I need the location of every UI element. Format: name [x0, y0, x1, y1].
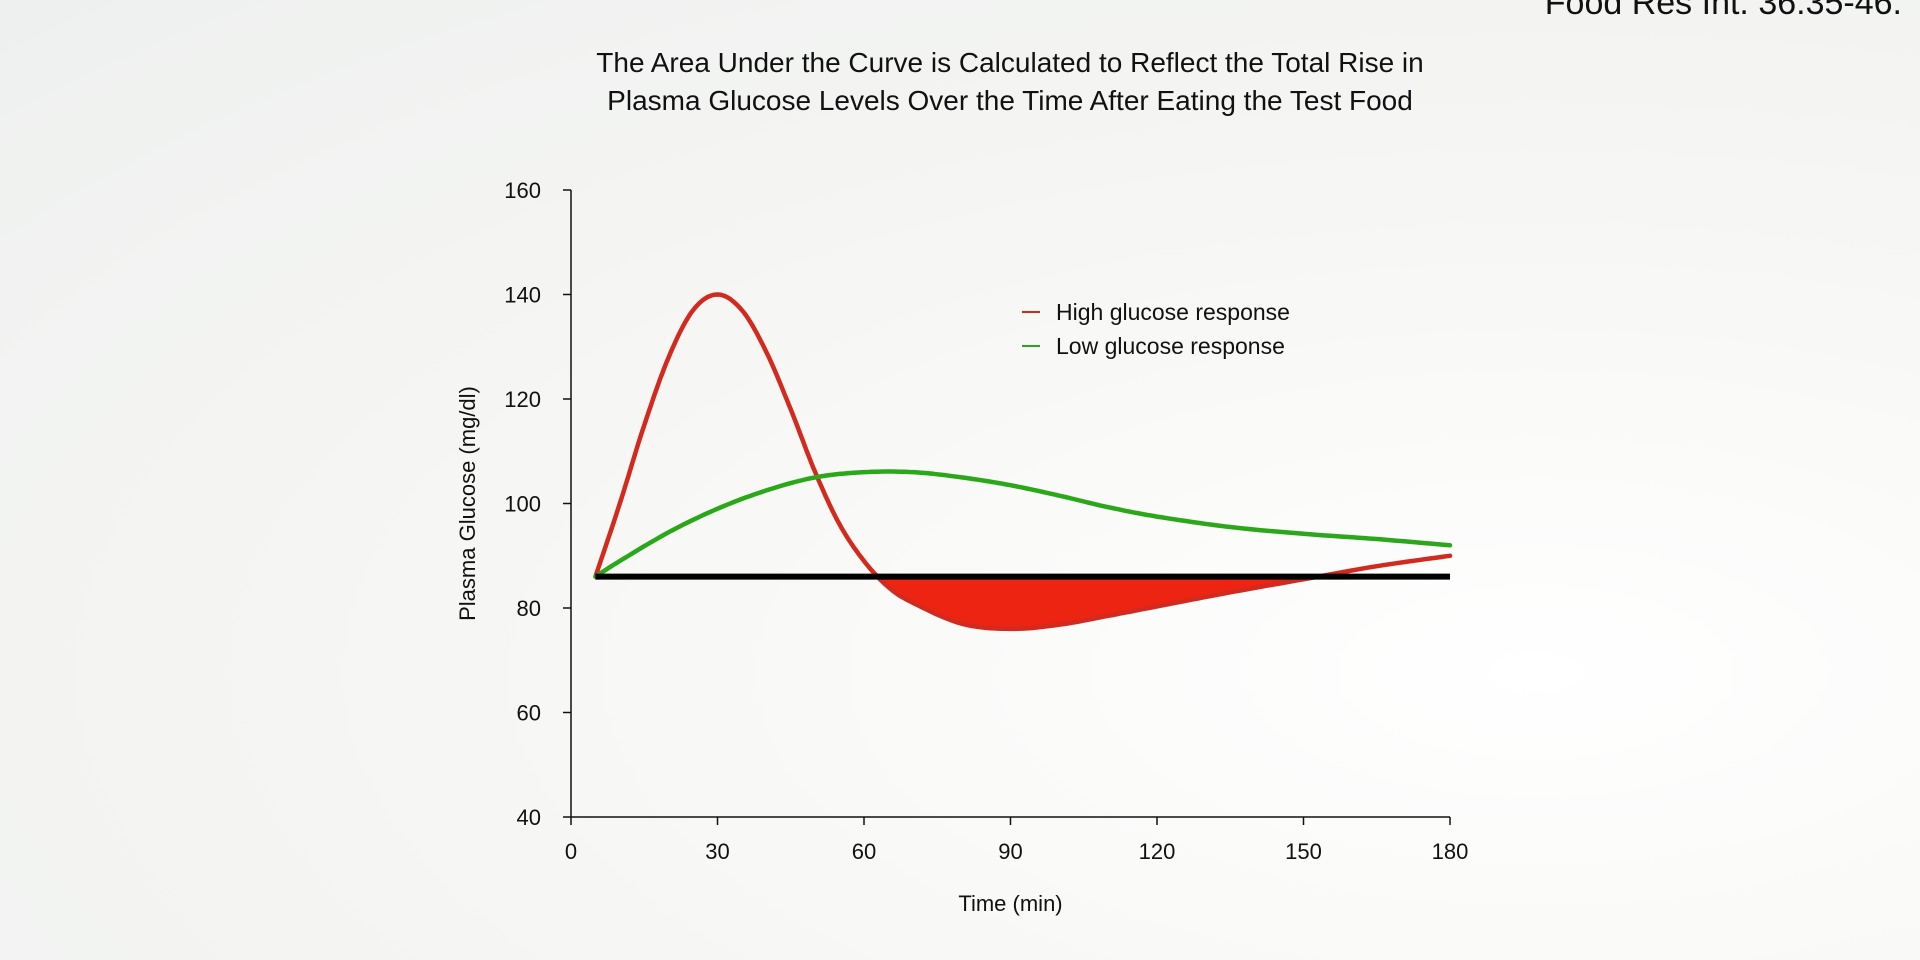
y-tick-label: 160 [504, 178, 541, 203]
chart-title: The Area Under the Curve is Calculated t… [596, 47, 1424, 116]
x-tick-label: 90 [998, 839, 1022, 864]
lines-layer [593, 292, 1453, 632]
y-tick-label: 60 [517, 701, 541, 726]
x-tick-label: 0 [565, 839, 577, 864]
x-tick-label: 30 [705, 839, 729, 864]
y-tick-label: 140 [504, 283, 541, 308]
x-tick-label: 60 [852, 839, 876, 864]
legend: High glucose response Low glucose respons… [1022, 299, 1290, 359]
shaded-area-layer [876, 576, 1316, 629]
y-tick-label: 100 [504, 492, 541, 517]
shaded-area [876, 576, 1316, 629]
y-tick-label: 40 [517, 805, 541, 830]
y-tick-label: 80 [517, 596, 541, 621]
axes-layer: 40 60 80 100 120 140 160 0 30 60 90 120 150 180 Time (… [455, 178, 1468, 916]
legend-label: Low glucose response [1056, 333, 1285, 359]
x-tick-label: 150 [1285, 839, 1322, 864]
y-axis-title: Plasma Glucose (mg/dl) [455, 386, 480, 621]
series-line-high [593, 292, 1453, 632]
x-tick-label: 120 [1139, 839, 1176, 864]
y-tick-label: 120 [504, 387, 541, 412]
x-tick-label: 180 [1432, 839, 1469, 864]
citation-text: Food Res Int. 36:35-46. [1544, 0, 1902, 22]
legend-label: High glucose response [1056, 299, 1290, 325]
series-line-low [593, 469, 1453, 579]
x-axis-title: Time (min) [958, 891, 1062, 916]
